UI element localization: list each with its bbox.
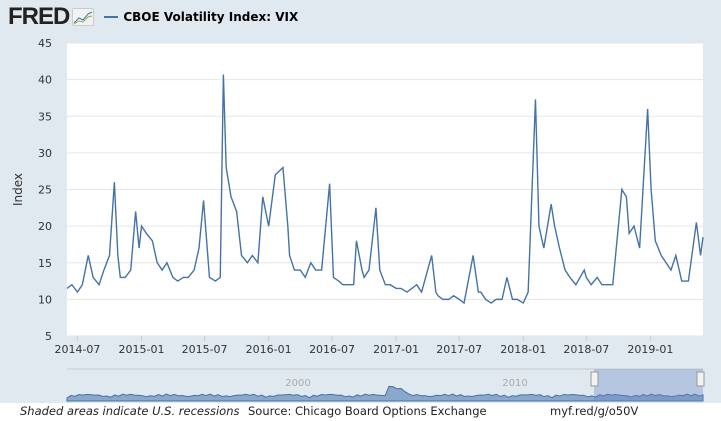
x-tick-label: 2018-01: [500, 343, 546, 356]
vix-series-line: [66, 74, 704, 305]
fred-chart-icon: [72, 8, 95, 26]
y-tick-label: 20: [38, 220, 52, 233]
y-tick-label: 5: [45, 330, 52, 343]
navigator-series: [66, 385, 704, 402]
y-tick-label: 30: [38, 147, 52, 160]
source-text: Source: Chicago Board Options Exchange: [248, 404, 487, 418]
navigator-handle[interactable]: [590, 371, 599, 387]
vix-chart[interactable]: 5 10 15 20 25 30 35 40 45 2014-07 2015-01 2015-07 20…: [0, 0, 721, 403]
y-axis-label: Index: [11, 173, 25, 206]
x-tick-label: 2017-01: [373, 343, 419, 356]
fred-logo[interactable]: FRED: [8, 3, 70, 30]
x-tick-label: 2015-07: [182, 343, 228, 356]
legend-line-icon: [104, 16, 119, 18]
x-tick-label: 2019-01: [627, 343, 673, 356]
x-tick-label: 2016-01: [246, 343, 292, 356]
recession-note: Shaded areas indicate U.S. recessions: [20, 404, 240, 418]
chart-header: FRED CBOE Volatility Index: VIX: [8, 3, 298, 30]
navigator-label: 2000: [285, 378, 310, 389]
y-tick-label: 35: [38, 110, 52, 123]
navigator-handle[interactable]: [696, 371, 705, 387]
footer: Shaded areas indicate U.S. recessions So…: [0, 403, 721, 421]
y-tick-label: 15: [38, 257, 52, 270]
x-tick-label: 2018-07: [563, 343, 609, 356]
y-tick-label: 40: [38, 74, 52, 87]
legend-label: CBOE Volatility Index: VIX: [123, 10, 299, 24]
x-tick-label: 2014-07: [54, 343, 100, 356]
x-tick-label: 2017-07: [436, 343, 482, 356]
y-tick-label: 10: [38, 293, 52, 306]
y-tick-label: 25: [38, 184, 52, 197]
short-url[interactable]: myf.red/g/o50V: [550, 404, 639, 418]
x-tick-label: 2016-07: [309, 343, 355, 356]
y-tick-label: 45: [38, 37, 52, 50]
legend-item[interactable]: CBOE Volatility Index: VIX: [104, 10, 298, 24]
navigator-selection[interactable]: [594, 369, 703, 401]
x-tick-label: 2015-01: [119, 343, 165, 356]
navigator-label: 2010: [502, 378, 527, 389]
